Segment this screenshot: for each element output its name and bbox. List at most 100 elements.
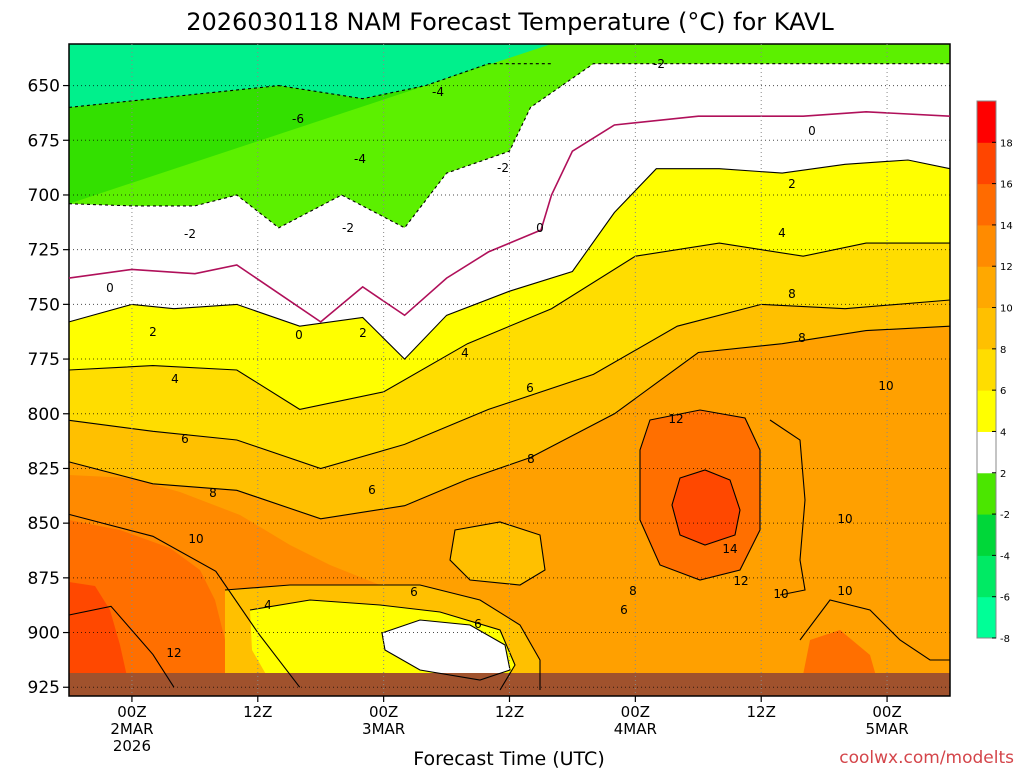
contour-label: 4 <box>778 226 786 240</box>
colorbar-swatch <box>977 266 996 309</box>
chart-title: 2026030118 NAM Forecast Temperature (°C)… <box>186 8 834 36</box>
colorbar-swatch <box>977 101 996 143</box>
contour-label: 12 <box>668 412 683 426</box>
mid-level-cool-patch <box>450 522 545 585</box>
temperature-field <box>69 410 880 690</box>
contour-label: 10 <box>878 379 893 393</box>
contour-label: 4 <box>171 372 179 386</box>
colorbar-label: 8 <box>1000 345 1006 356</box>
band-below-minus-6 <box>69 44 552 108</box>
y-tick-label: 700 <box>28 186 60 206</box>
band-minus-2-0 <box>69 44 950 228</box>
contour-label: 4 <box>461 346 469 360</box>
contour-label: 6 <box>526 381 534 395</box>
contour-label: -6 <box>292 112 304 126</box>
x-axis-label: Forecast Time (UTC) <box>413 748 604 768</box>
contour-label: 8 <box>209 486 217 500</box>
isotherm-10 <box>68 513 301 688</box>
contour-label: 8 <box>798 331 806 345</box>
isotherm-minus-2 <box>68 63 950 229</box>
y-tick-label: 800 <box>28 405 60 425</box>
credit-link[interactable]: coolwx.com/modelts <box>839 748 1014 768</box>
colorbar-swatch <box>977 307 996 350</box>
isotherm-minus-4 <box>68 63 552 108</box>
x-tick-label: 12Z <box>495 703 524 721</box>
isotherm-10-right <box>799 599 950 661</box>
contour-label: -2 <box>497 161 509 175</box>
warm-core-right-inner <box>672 470 740 545</box>
coolest-pocket <box>382 620 510 680</box>
band-6-8 <box>69 300 950 519</box>
isotherm-12 <box>68 605 175 688</box>
y-tick-label: 875 <box>28 569 60 589</box>
colorbar-swatch <box>977 596 996 639</box>
isotherm-6-patch <box>449 521 546 586</box>
isotherm-6-pocket <box>224 584 541 690</box>
contour-label: 6 <box>620 603 628 617</box>
colorbar-label: 10 <box>1000 304 1013 315</box>
colorbar-label: 12 <box>1000 262 1013 273</box>
colorbar-label: 6 <box>1000 386 1006 397</box>
colorbar-swatch <box>977 348 996 391</box>
x-tick-label: 00Z <box>621 703 650 721</box>
y-tick-label: 725 <box>28 241 60 261</box>
band-4-6 <box>69 243 950 469</box>
contour-label: 0 <box>295 328 303 342</box>
colorbar-label: -8 <box>1000 634 1010 645</box>
isotherm-14-core <box>671 469 741 546</box>
y-tick-label: 825 <box>28 459 60 479</box>
y-tick-label: 925 <box>28 678 60 698</box>
contour-label: 2 <box>149 325 157 339</box>
colorbar-label: 2 <box>1000 469 1006 480</box>
isotherm-2 <box>68 159 951 360</box>
contour-label: 8 <box>527 452 535 466</box>
isotherm-10-loop <box>769 419 806 596</box>
isotherm-4 <box>68 242 950 410</box>
warm-core-left <box>69 582 130 690</box>
x-tick-label: 12Z <box>747 703 776 721</box>
y-tick-label: 650 <box>28 77 60 97</box>
contour-label: 0 <box>106 281 114 295</box>
isotherm-4-pocket <box>249 599 516 691</box>
y-tick-label: 850 <box>28 514 60 534</box>
colorbar-label: 14 <box>1000 221 1013 232</box>
plot-area <box>69 44 950 696</box>
isotherm-8 <box>68 325 951 520</box>
band-minus-2-2 <box>69 63 950 360</box>
y-tick-label: 775 <box>28 350 60 370</box>
isotherm-12-core <box>639 409 761 581</box>
contour-label: -4 <box>432 85 444 99</box>
contour-label: 10 <box>837 584 852 598</box>
x-tick-label: 00Z <box>117 703 146 721</box>
colorbar-label: -2 <box>1000 510 1010 521</box>
contour-label: 2 <box>359 326 367 340</box>
colorbar-swatch <box>977 472 996 515</box>
contour-label: 6 <box>181 432 189 446</box>
contour-label: 12 <box>733 574 748 588</box>
colorbar-label: -6 <box>1000 593 1010 604</box>
contour-label: 10 <box>773 587 788 601</box>
x-tick-label: 4MAR <box>614 720 657 738</box>
contour-label: 8 <box>788 287 796 301</box>
x-tick-label: 2026 <box>113 737 151 755</box>
colorbar-label: 16 <box>1000 180 1013 191</box>
contour-label: 6 <box>410 585 418 599</box>
x-tick-label: 00Z <box>872 703 901 721</box>
contour-label: 2 <box>788 177 796 191</box>
isotherm-0 <box>68 110 951 323</box>
contour-label: 0 <box>808 124 816 138</box>
x-tick-label: 2MAR <box>110 720 153 738</box>
band-2-4 <box>69 160 950 410</box>
isotherm-bands <box>69 44 950 519</box>
colorbar-swatch <box>977 390 996 432</box>
colorbar-swatch <box>977 431 996 474</box>
contour-label: 6 <box>474 617 482 631</box>
contour-label: 10 <box>837 512 852 526</box>
contour-label: 12 <box>166 646 181 660</box>
x-tick-label: 00Z <box>369 703 398 721</box>
colorbar-label: 18 <box>1000 138 1013 149</box>
colorbar-swatch <box>977 142 996 185</box>
contour-label: 8 <box>629 584 637 598</box>
